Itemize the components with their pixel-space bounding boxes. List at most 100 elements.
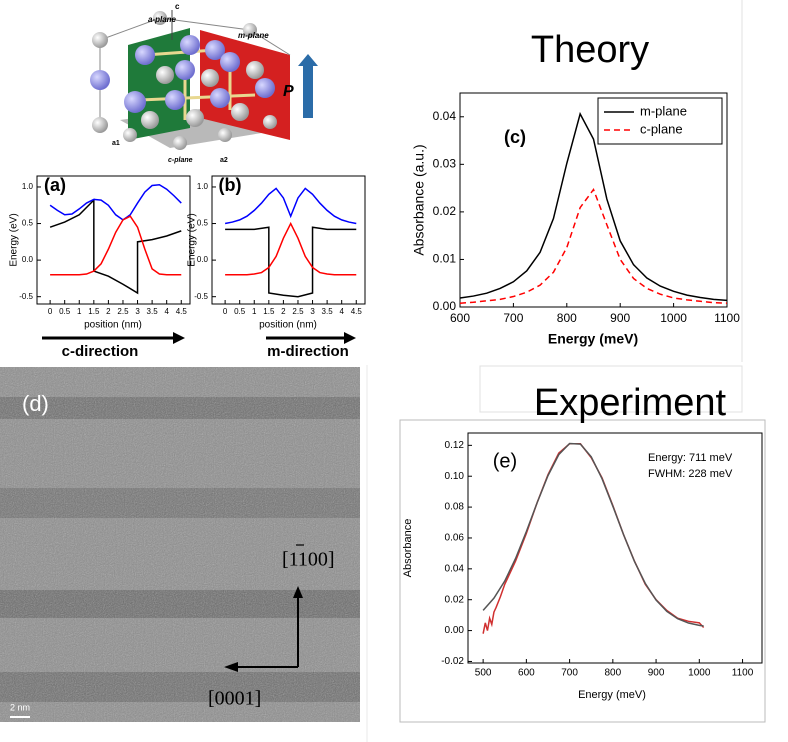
direction-label: m-direction [267, 343, 349, 360]
x-tick-label: 900 [648, 668, 665, 679]
x-tick-label: 600 [450, 311, 470, 325]
y-tick-label: 0.10 [445, 471, 465, 482]
series-line [50, 215, 182, 276]
x-tick-label: 600 [518, 668, 535, 679]
axis-label: a1 [112, 140, 120, 147]
chart-title: Experiment [534, 382, 727, 424]
x-tick-label: 4 [339, 307, 344, 316]
y-tick-label: 0.02 [433, 204, 457, 218]
panel-label: (c) [504, 127, 526, 147]
y-tick-label: 0.0 [197, 255, 209, 264]
axis-label: a2 [220, 157, 228, 164]
plot-frame [467, 432, 763, 664]
direction-arrowhead [173, 332, 185, 344]
y-tick-label: 0.0 [22, 255, 34, 264]
x-tick-label: 0 [48, 307, 53, 316]
x-tick-label: 2.5 [117, 307, 129, 316]
x-tick-label: 1000 [688, 668, 711, 679]
x-tick-label: 1 [77, 307, 82, 316]
x-tick-label: 0.5 [59, 307, 71, 316]
x-tick-label: 1.5 [263, 307, 275, 316]
plot-frame [459, 92, 728, 308]
y-tick-label: 0.5 [197, 219, 209, 228]
x-tick-label: 900 [610, 311, 630, 325]
direction-label: c-direction [62, 343, 139, 360]
x-axis-label: position (nm) [259, 320, 317, 331]
title-box [479, 365, 743, 413]
x-axis-label: position (nm) [84, 320, 142, 331]
chart-title: Theory [531, 29, 649, 71]
x-axis-label: Energy (meV) [578, 689, 646, 701]
y-tick-label: -0.5 [19, 292, 33, 301]
x-tick-label: 2.5 [292, 307, 304, 316]
direction-label: [1100] [282, 549, 335, 571]
plane-label: a-plane [148, 15, 177, 24]
series-line [49, 198, 182, 295]
x-tick-label: 3.5 [322, 307, 334, 316]
y-tick-label: 1.0 [197, 182, 209, 191]
panel-frame [399, 419, 766, 723]
x-tick-label: 3.5 [147, 307, 159, 316]
y-axis-label: Energy (eV) [187, 213, 198, 266]
series-line [459, 187, 728, 304]
x-tick-label: 2 [106, 307, 111, 316]
scale-label: 2 nm [10, 702, 30, 712]
x-axis-label: Energy (meV) [548, 331, 638, 347]
series-line [225, 226, 357, 298]
direction-arrowhead [344, 332, 356, 344]
panel-label: (b) [219, 175, 242, 195]
series-line [49, 184, 182, 221]
tem-image [0, 367, 360, 722]
y-tick-label: 0.08 [445, 502, 465, 513]
legend-label: c-plane [640, 121, 683, 136]
x-tick-label: 800 [557, 311, 577, 325]
y-tick-label: 0.01 [433, 252, 457, 266]
legend-box [597, 97, 723, 145]
x-tick-label: 3 [135, 307, 140, 316]
annotation: FWHM: 228 meV [648, 468, 733, 480]
y-tick-label: 1.0 [22, 182, 34, 191]
x-tick-label: 0.5 [234, 307, 246, 316]
y-tick-label: 0.04 [433, 109, 457, 123]
y-tick-label: 0.00 [433, 299, 457, 313]
series-line [225, 221, 357, 276]
panel-label: (e) [493, 450, 517, 472]
series-line [459, 111, 728, 302]
x-tick-label: 500 [475, 668, 492, 679]
y-tick-label: 0.00 [445, 625, 465, 636]
x-tick-label: 800 [604, 668, 621, 679]
y-tick-label: 0.04 [445, 563, 465, 574]
y-tick-label: -0.02 [441, 656, 464, 667]
legend-label: m-plane [640, 103, 687, 118]
plot-frame [36, 175, 191, 305]
x-tick-label: 3 [310, 307, 315, 316]
polarization-arrow [298, 54, 318, 118]
y-tick-label: 0.12 [445, 440, 465, 451]
y-tick-label: 0.5 [22, 219, 34, 228]
x-tick-label: 700 [561, 668, 578, 679]
crystal-diagram [90, 10, 318, 150]
x-tick-label: 1100 [732, 668, 754, 679]
direction-label: [0001] [208, 688, 261, 710]
y-tick-label: 0.02 [445, 594, 465, 605]
plane-label: c-plane [168, 157, 193, 164]
panel-label: (d) [22, 391, 49, 416]
plot-frame [211, 175, 366, 305]
x-tick-label: 1.5 [88, 307, 100, 316]
y-axis-label: Energy (eV) [9, 213, 20, 266]
panel-label: (a) [44, 175, 66, 195]
x-tick-label: 4.5 [351, 307, 363, 316]
y-tick-label: 0.06 [445, 533, 465, 544]
cell-edge [99, 17, 291, 56]
x-tick-label: 4.5 [176, 307, 188, 316]
x-tick-label: 1 [252, 307, 257, 316]
x-tick-label: 0 [223, 307, 228, 316]
x-tick-label: 1100 [714, 311, 740, 325]
plane-label: m-plane [238, 31, 269, 40]
annotation: Energy: 711 meV [648, 452, 733, 464]
x-tick-label: 2 [281, 307, 286, 316]
series-line [482, 442, 704, 627]
polarization-label: P [283, 83, 294, 100]
